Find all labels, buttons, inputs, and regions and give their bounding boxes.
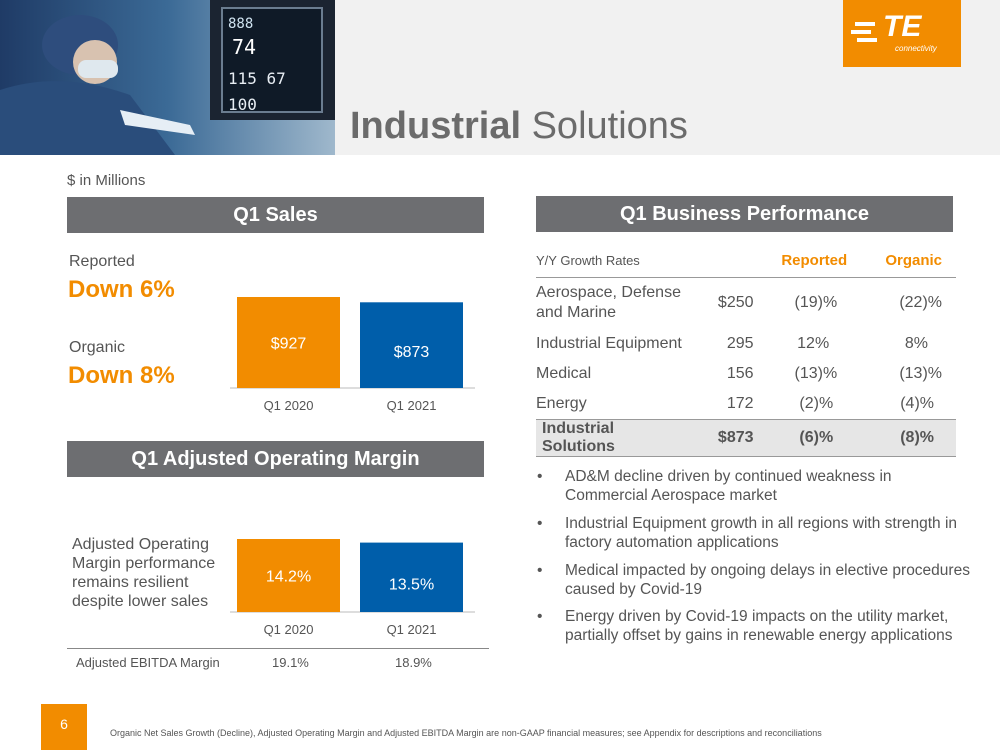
sales-tick-label-1: Q1 2021	[387, 398, 437, 413]
svg-text:100: 100	[228, 95, 257, 114]
margin-bar-0	[237, 539, 340, 612]
row-organic: (13)%	[899, 365, 942, 382]
table-row: Energy 172 (2)% (4)%	[536, 389, 956, 419]
row-reported: 12%	[797, 335, 830, 352]
row-sales: 172	[726, 394, 754, 412]
row-reported: (13)%	[794, 365, 838, 382]
sales-tick-label-0: Q1 2020	[264, 398, 314, 413]
bullet-item: • Energy driven by Covid-19 impacts on t…	[537, 607, 977, 645]
ebitda-value-2020: 19.1%	[272, 655, 309, 670]
margin-bar-chart: 14.2% Q1 2020 13.5% Q1 2021	[230, 539, 475, 637]
bullet-item: • AD&M decline driven by continued weakn…	[537, 467, 977, 505]
organic-value: Down 8%	[68, 362, 175, 389]
performance-header-row: Y/Y Growth Rates Reported Organic	[536, 245, 956, 277]
row-organic: (22)%	[899, 294, 942, 312]
bullet-dot: •	[537, 562, 543, 579]
margin-note: Adjusted Operating Margin performance re…	[72, 536, 216, 610]
te-logo: TE connectivity	[843, 0, 961, 67]
performance-table: Y/Y Growth Rates Reported Organic Aerosp…	[536, 245, 956, 457]
sales-data-label-1: $873	[394, 344, 430, 361]
performance-heading: Q1 Business Performance	[536, 196, 953, 232]
table-total-row: Industrial Solutions $873 (6)% (8)%	[536, 419, 956, 456]
col-organic: Organic	[885, 252, 942, 270]
sales-data-label-0: $927	[271, 336, 307, 353]
page-title-rest: Solutions	[521, 105, 688, 147]
sales-bar-0	[237, 297, 340, 388]
row-sales: 295	[726, 335, 754, 352]
total-reported: (6)%	[799, 428, 834, 446]
bullet-text: Energy driven by Covid-19 impacts on the…	[565, 608, 953, 644]
margin-data-label-0: 14.2%	[266, 569, 311, 586]
row-name: Medical	[536, 365, 592, 382]
page-number: 6	[41, 704, 87, 750]
ebitda-value-2021: 18.9%	[395, 655, 432, 670]
units-label: $ in Millions	[67, 172, 146, 189]
page-title-bold: Industrial	[350, 105, 522, 147]
margin-tick-label-0: Q1 2020	[264, 622, 314, 637]
ebitda-label: Adjusted EBITDA Margin	[76, 655, 220, 670]
row-organic: (4)%	[900, 394, 934, 412]
row-reported: (2)%	[799, 394, 834, 412]
ebitda-divider	[67, 648, 489, 649]
bullet-text: Medical impacted by ongoing delays in el…	[565, 562, 970, 598]
sales-bar-chart: $927 Q1 2020 $873 Q1 2021	[230, 297, 475, 413]
bullet-item: • Medical impacted by ongoing delays in …	[537, 561, 977, 599]
sales-bar-1	[360, 302, 463, 388]
row-reported: (19)%	[794, 294, 838, 312]
hero-illustration: 888 74 115 67 100	[0, 0, 335, 155]
page-title: Industrial Solutions	[350, 105, 688, 148]
svg-text:74: 74	[232, 35, 256, 59]
bullet-text: Industrial Equipment growth in all regio…	[565, 515, 958, 551]
bullet-dot: •	[537, 515, 543, 532]
bullet-text: AD&M decline driven by continued weaknes…	[565, 468, 892, 504]
logo-text: TE	[883, 10, 922, 43]
table-row: Industrial Equipment 295 12% 8%	[536, 329, 956, 359]
row-organic: 8%	[904, 335, 928, 352]
margin-bar-1	[360, 542, 463, 612]
total-sales: $873	[717, 428, 754, 446]
svg-text:115 67: 115 67	[228, 69, 286, 88]
row-name: Energy	[536, 394, 587, 412]
footer-note: Organic Net Sales Growth (Decline), Adju…	[110, 728, 822, 738]
reported-label: Reported	[69, 253, 135, 270]
reported-value: Down 6%	[68, 276, 175, 303]
svg-text:888: 888	[228, 16, 253, 32]
bullet-dot: •	[537, 468, 543, 485]
bullet-item: • Industrial Equipment growth in all reg…	[537, 514, 977, 552]
total-name: Industrial Solutions	[542, 419, 615, 455]
hero-image: 888 74 115 67 100	[0, 0, 335, 155]
row-sales: $250	[717, 294, 754, 312]
logo-subtext: connectivity	[895, 44, 937, 53]
organic-label: Organic	[69, 339, 126, 356]
row-sales: 156	[726, 365, 754, 382]
total-organic: (8)%	[900, 428, 934, 446]
margin-data-label-1: 13.5%	[389, 576, 434, 593]
col-growth-rates: Y/Y Growth Rates	[536, 253, 640, 269]
row-name: Industrial Equipment	[536, 335, 682, 352]
te-logo-mark	[851, 22, 877, 42]
margin-tick-label-1: Q1 2021	[387, 622, 437, 637]
row-name: Aerospace, Defense and Marine	[536, 284, 681, 322]
table-row: Aerospace, Defense and Marine $250 (19)%…	[536, 277, 956, 329]
table-row: Medical 156 (13)% (13)%	[536, 359, 956, 389]
bullet-dot: •	[537, 608, 543, 625]
sales-heading: Q1 Sales	[67, 197, 484, 233]
margin-heading: Q1 Adjusted Operating Margin	[67, 441, 484, 477]
col-sales	[690, 245, 754, 277]
col-reported: Reported	[781, 252, 848, 270]
